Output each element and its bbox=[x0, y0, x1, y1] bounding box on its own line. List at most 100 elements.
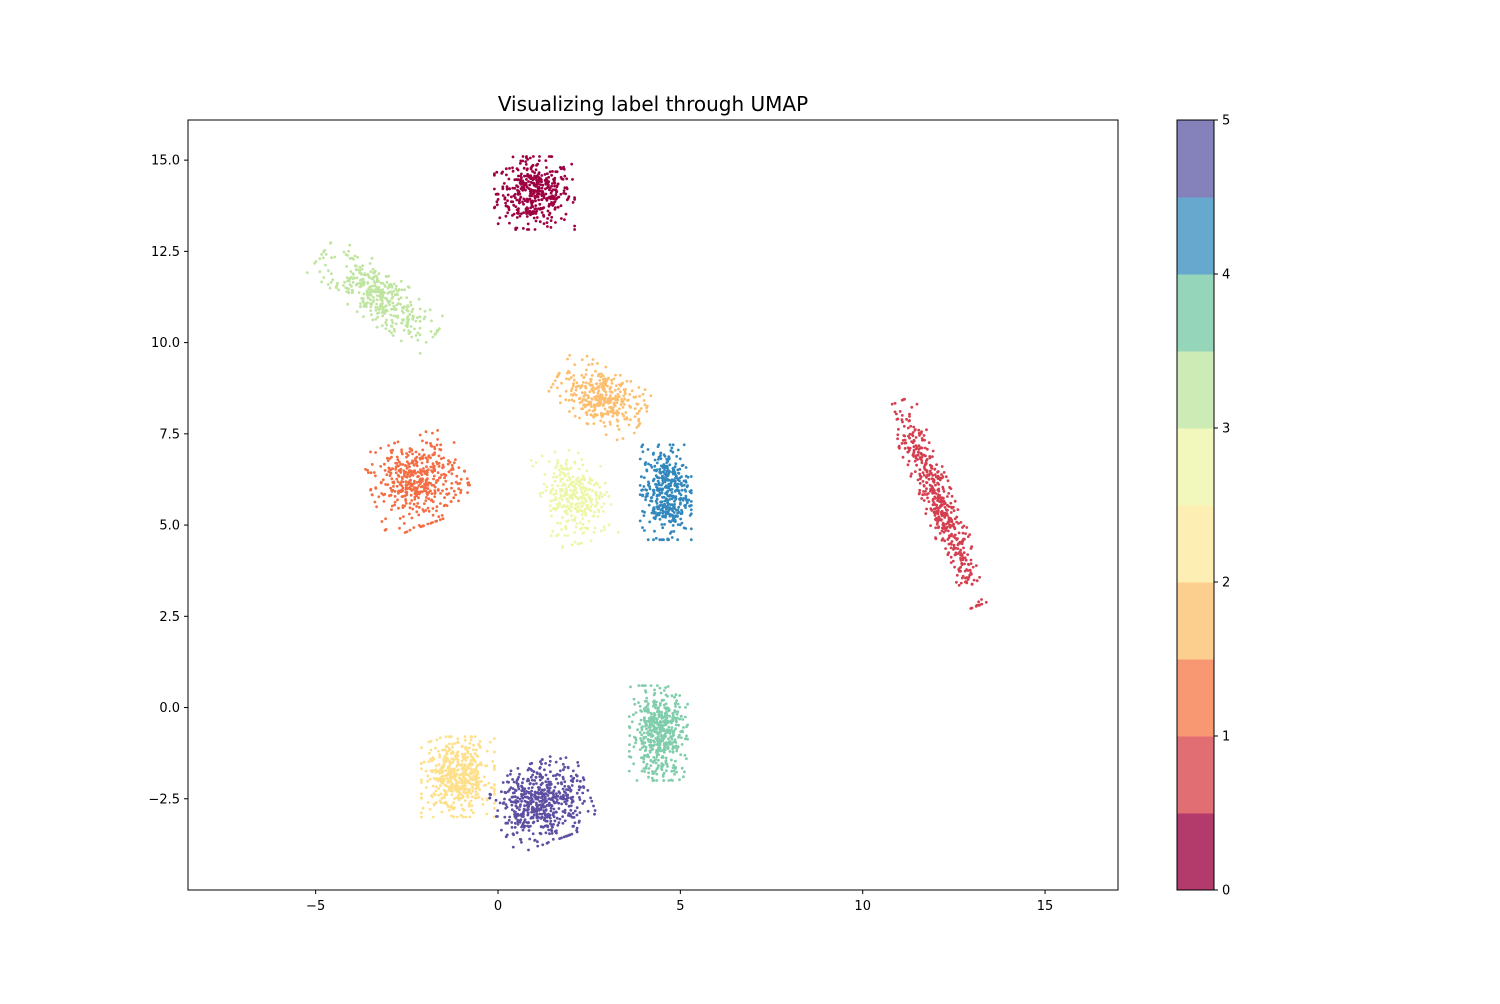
scatter-point bbox=[559, 470, 562, 474]
scatter-point bbox=[935, 503, 939, 507]
scatter-point bbox=[645, 762, 649, 766]
scatter-point bbox=[540, 454, 544, 458]
scatter-point bbox=[395, 484, 399, 488]
scatter-point bbox=[405, 455, 408, 459]
scatter-point bbox=[442, 483, 445, 486]
scatter-point bbox=[454, 785, 458, 789]
scatter-point bbox=[552, 202, 556, 206]
scatter-point bbox=[560, 466, 563, 470]
scatter-point bbox=[925, 470, 929, 474]
scatter-point bbox=[538, 492, 542, 495]
scatter-point bbox=[441, 314, 444, 318]
scatter-point bbox=[459, 764, 463, 767]
scatter-point bbox=[506, 211, 510, 215]
scatter-point bbox=[441, 463, 445, 467]
scatter-point bbox=[563, 819, 567, 823]
scatter-point bbox=[659, 457, 663, 460]
scatter-point bbox=[667, 709, 670, 713]
scatter-point bbox=[546, 777, 550, 781]
scatter-point bbox=[925, 476, 928, 479]
scatter-point bbox=[610, 397, 614, 401]
scatter-point bbox=[455, 753, 459, 757]
scatter-point bbox=[396, 440, 400, 444]
scatter-point bbox=[604, 396, 607, 400]
scatter-point bbox=[593, 809, 597, 812]
scatter-point bbox=[671, 494, 674, 498]
scatter-point bbox=[661, 526, 665, 530]
scatter-point bbox=[374, 474, 377, 478]
scatter-point bbox=[395, 477, 399, 481]
scatter-point bbox=[557, 801, 561, 805]
scatter-point bbox=[496, 198, 500, 201]
scatter-point bbox=[655, 505, 659, 509]
scatter-point bbox=[926, 473, 929, 477]
scatter-point bbox=[670, 726, 674, 729]
scatter-point bbox=[650, 511, 654, 515]
scatter-point bbox=[511, 200, 515, 204]
scatter-point bbox=[400, 288, 404, 292]
scatter-point bbox=[575, 381, 579, 385]
scatter-point bbox=[654, 536, 658, 540]
scatter-point bbox=[620, 400, 624, 403]
scatter-point bbox=[546, 172, 549, 176]
scatter-point bbox=[330, 272, 333, 275]
scatter-point bbox=[602, 525, 606, 529]
scatter-point bbox=[622, 394, 626, 398]
scatter-point bbox=[488, 792, 492, 796]
scatter-point bbox=[598, 379, 602, 382]
scatter-point bbox=[936, 520, 939, 524]
scatter-point bbox=[673, 772, 676, 776]
scatter-point bbox=[919, 457, 922, 461]
scatter-point bbox=[688, 504, 692, 508]
scatter-point bbox=[645, 410, 649, 413]
scatter-point bbox=[548, 763, 551, 767]
scatter-point bbox=[423, 315, 427, 319]
scatter-point bbox=[400, 321, 404, 325]
scatter-point bbox=[405, 530, 409, 534]
scatter-point bbox=[578, 796, 581, 799]
colorbar-segment bbox=[1177, 351, 1214, 429]
scatter-point bbox=[533, 207, 537, 211]
scatter-point bbox=[438, 771, 442, 775]
scatter-point bbox=[563, 780, 567, 784]
scatter-point bbox=[914, 456, 918, 460]
scatter-point bbox=[433, 447, 437, 451]
scatter-point bbox=[676, 538, 680, 542]
scatter-point bbox=[626, 398, 630, 402]
colorbar-segment bbox=[1177, 505, 1214, 583]
scatter-point bbox=[674, 520, 677, 523]
scatter-point bbox=[936, 510, 940, 514]
scatter-point bbox=[651, 770, 654, 773]
scatter-point bbox=[432, 474, 436, 478]
scatter-point bbox=[678, 705, 682, 709]
scatter-point bbox=[567, 448, 571, 452]
scatter-point bbox=[927, 477, 931, 481]
scatter-point bbox=[615, 418, 619, 422]
scatter-point bbox=[541, 491, 545, 494]
scatter-point bbox=[918, 482, 922, 485]
scatter-point bbox=[447, 808, 451, 812]
scatter-point bbox=[590, 397, 594, 401]
scatter-point bbox=[418, 433, 422, 437]
scatter-point bbox=[556, 386, 559, 390]
scatter-point bbox=[531, 773, 534, 777]
scatter-point bbox=[529, 213, 532, 217]
scatter-point bbox=[680, 521, 684, 525]
scatter-point bbox=[615, 413, 619, 417]
scatter-point bbox=[953, 517, 957, 521]
scatter-point bbox=[448, 748, 452, 752]
scatter-point bbox=[580, 407, 583, 411]
x-tick-label: 5 bbox=[676, 899, 684, 914]
scatter-point bbox=[439, 443, 443, 447]
scatter-point bbox=[535, 812, 539, 816]
scatter-point bbox=[384, 517, 387, 521]
scatter-point bbox=[901, 420, 904, 424]
scatter-point bbox=[931, 455, 934, 458]
scatter-point bbox=[526, 811, 530, 815]
scatter-point bbox=[436, 471, 440, 474]
scatter-point bbox=[410, 516, 414, 520]
scatter-point bbox=[676, 489, 680, 492]
scatter-point bbox=[549, 819, 553, 823]
scatter-point bbox=[638, 519, 642, 523]
scatter-point bbox=[641, 392, 645, 396]
